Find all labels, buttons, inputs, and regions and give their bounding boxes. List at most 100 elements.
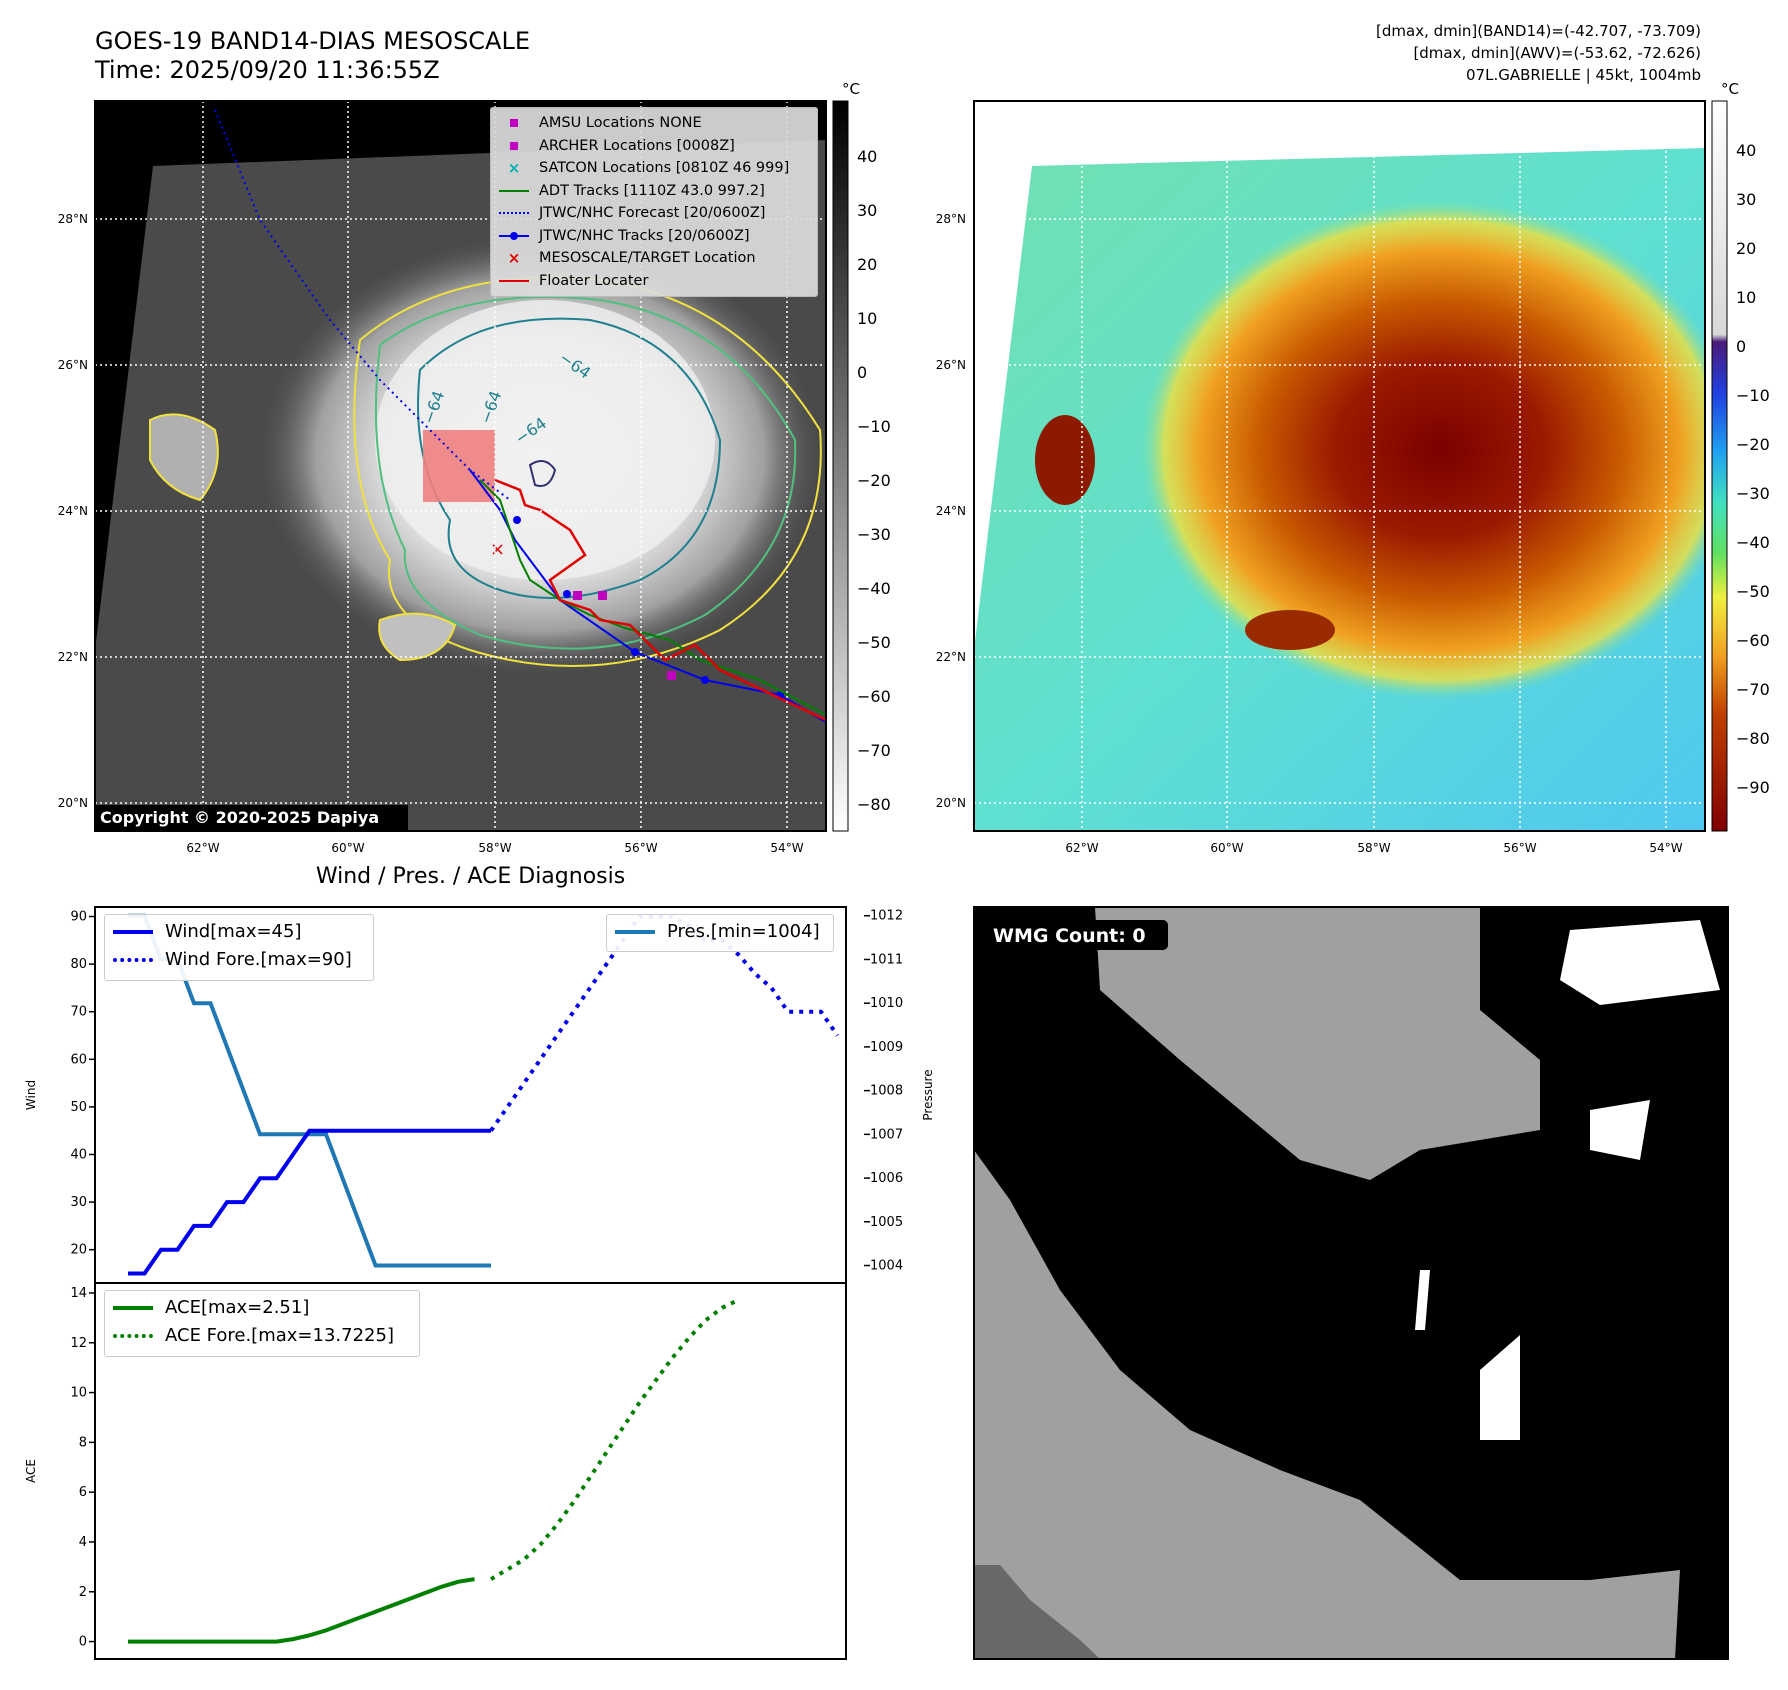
legend-item: JTWC/NHC Forecast [20/0600Z] (497, 202, 811, 225)
legend-marker (497, 231, 531, 240)
ir-lat-labels: 28°N 26°N 24°N 22°N 20°N (58, 212, 88, 810)
pressure-tick-label: 1004 (870, 1259, 903, 1274)
legend-item: × SATCON Locations [0810Z 46 999] (497, 157, 811, 180)
ir-lon-label: 58°W (478, 841, 511, 855)
ace-legend-swatch (113, 1305, 153, 1310)
ir-lon-label: 54°W (770, 841, 803, 855)
pressure-tick-label: 1012 (870, 909, 903, 924)
pressure-tick-label: 1007 (870, 1127, 903, 1142)
wind-tick-label: 80 (70, 957, 87, 972)
contour-dark (528, 460, 557, 487)
ir-storm-core (375, 300, 715, 580)
legend-item: × MESOSCALE/TARGET Location (497, 247, 811, 270)
ace-fore-legend-label: ACE Fore.[max=13.7225] (165, 1325, 394, 1346)
legend-item: ADT Tracks [1110Z 43.0 997.2] (497, 180, 811, 203)
wind-tick-label: 50 (70, 1100, 87, 1115)
legend-marker: × (507, 158, 521, 177)
ir-legend: AMSU Locations NONE ARCHER Locations [000… (490, 107, 818, 297)
legend-label: JTWC/NHC Forecast [20/0600Z] (539, 205, 766, 222)
ir-cb-tick: −30 (857, 525, 891, 544)
jtwc-point (513, 516, 521, 524)
ir-cb-tick: 0 (857, 363, 867, 382)
legend-label: JTWC/NHC Tracks [20/0600Z] (539, 227, 750, 244)
floater-track (494, 478, 826, 722)
ir-cb-tick: −10 (857, 417, 891, 436)
legend-item: ARCHER Locations [0008Z] (497, 135, 811, 158)
ir-cb-tick: 20 (857, 255, 877, 274)
ir-lat-label: 22°N (58, 650, 88, 664)
title: GOES-19 BAND14-DIAS MESOSCALE (95, 27, 531, 55)
ace-tick-label: 6 (79, 1485, 87, 1500)
archer-marker (573, 591, 582, 600)
diagnosis-title: Wind / Pres. / ACE Diagnosis (315, 864, 626, 889)
wind-tick-label: 40 (70, 1147, 87, 1162)
ace-fore-legend-swatch (113, 1333, 153, 1338)
pressure-tick-label: 1011 (870, 952, 903, 967)
wind-tick-label: 90 (70, 910, 87, 925)
archer-marker (598, 591, 607, 600)
adt-track (479, 479, 826, 716)
pressure-legend: Pres.[min=1004] (606, 914, 834, 952)
pressure-tick-label: 1010 (870, 996, 903, 1011)
ir-lat-label: 24°N (58, 504, 88, 518)
forecast-track (214, 109, 511, 501)
ir-colorbar (832, 100, 849, 832)
legend-marker: × (507, 248, 521, 267)
contour-green (374, 296, 797, 650)
timestamp: Time: 2025/09/20 11:36:55Z (95, 56, 440, 84)
wind-tick-label: 20 (70, 1243, 87, 1258)
ir-cb-tick: −50 (857, 633, 891, 652)
mesoscale-box (423, 430, 495, 502)
stats-awv: [dmax, dmin](AWV)=(-53.62, -72.626) (1413, 44, 1701, 62)
ir-cb-tick: −40 (857, 579, 891, 598)
ace-axis-label: ACE (24, 1459, 38, 1483)
legend-marker (497, 189, 531, 192)
ir-cb-tick: −60 (857, 687, 891, 706)
ir-cb-tick: 30 (857, 201, 877, 220)
target-marker: × (490, 539, 505, 560)
legend-label: ARCHER Locations [0008Z] (539, 137, 735, 154)
jtwc-point (701, 676, 709, 684)
legend-item: Floater Locater (497, 270, 811, 293)
ir-colorbar-ticks: 40 30 20 10 0 −10 −20 −30 −40 −50 −60 −7… (857, 147, 891, 814)
ace-tick-label: 8 (79, 1435, 87, 1450)
ir-lon-label: 62°W (186, 841, 219, 855)
legend-marker (497, 141, 531, 150)
wind-line (128, 1128, 491, 1276)
jtwc-point (631, 648, 639, 656)
legend-marker (497, 212, 531, 215)
ir-lon-label: 56°W (624, 841, 657, 855)
stats-band14: [dmax, dmin](BAND14)=(-42.707, -73.709) (1376, 22, 1701, 40)
ir-cb-tick: 10 (857, 309, 877, 328)
legend-item: AMSU Locations NONE (497, 112, 811, 135)
legend-label: Floater Locater (539, 272, 649, 289)
ir-cb-tick: 40 (857, 147, 877, 166)
pressure-line (128, 913, 491, 1268)
island-cells-west (149, 413, 219, 502)
pressure-tick-label: 1008 (870, 1084, 903, 1099)
wind-axis-label: Wind (24, 1080, 38, 1110)
copyright: Copyright © 2020-2025 Dapiya (100, 808, 379, 827)
storm-info: 07L.GABRIELLE | 45kt, 1004mb (1466, 66, 1701, 84)
ace-axes-frame (94, 1282, 847, 1660)
ir-colorbar-unit: °C (842, 80, 860, 98)
pressure-axis-label: Pressure (921, 1069, 935, 1120)
legend-label: AMSU Locations NONE (539, 115, 702, 132)
legend-label: MESOSCALE/TARGET Location (539, 250, 756, 267)
pressure-legend-label: Pres.[min=1004] (667, 921, 820, 942)
wind-tick-label: 30 (70, 1195, 87, 1210)
wind-tick-label: 70 (70, 1005, 87, 1020)
ir-lon-labels: 62°W 60°W 58°W 56°W 54°W (186, 841, 803, 855)
ace-tick-label: 2 (79, 1585, 87, 1600)
ir-cb-tick: −70 (857, 741, 891, 760)
contour-teal (417, 317, 722, 599)
legend-label: SATCON Locations [0810Z 46 999] (539, 160, 790, 177)
ace-line (128, 1577, 475, 1644)
ace-legend: ACE[max=2.51] ACE Fore.[max=13.7225] (104, 1290, 420, 1357)
archer-marker (667, 671, 676, 680)
pressure-tick-label: 1009 (870, 1040, 903, 1055)
legend-marker (497, 279, 531, 282)
ir-cb-tick: −20 (857, 471, 891, 490)
ace-tick-label: 14 (70, 1286, 87, 1301)
